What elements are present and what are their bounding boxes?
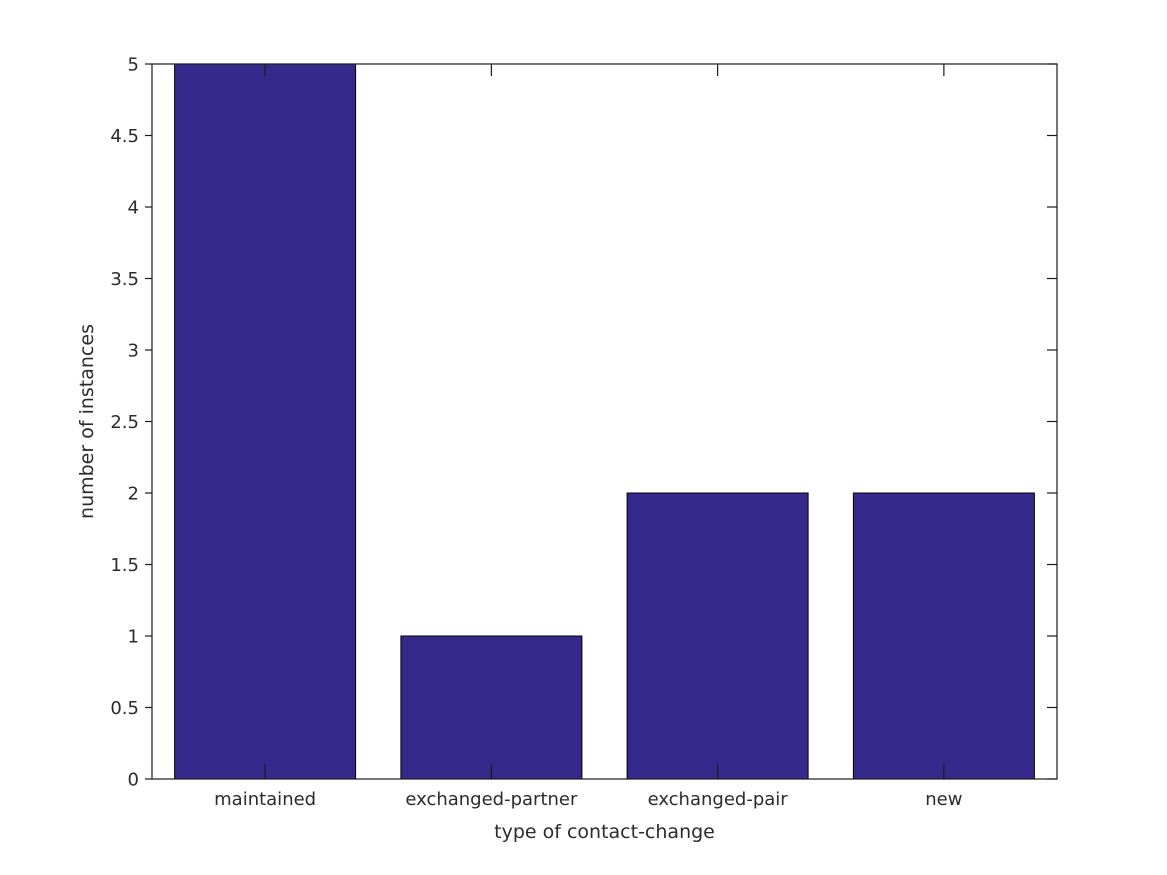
x-axis-label: type of contact-change	[494, 821, 715, 843]
y-tick-label: 5	[128, 54, 139, 75]
x-tick-label: new	[925, 789, 962, 810]
y-tick-label: 4	[128, 197, 139, 218]
y-tick-label: 4.5	[110, 126, 139, 147]
y-axis-label: number of instances	[76, 324, 98, 519]
bar-maintained	[174, 63, 357, 780]
y-tick-label: 0	[128, 769, 139, 790]
y-tick-label: 1	[128, 626, 139, 647]
y-tick-label: 3	[128, 340, 139, 361]
y-tick-label: 2.5	[110, 412, 139, 433]
x-tick-label: exchanged-pair	[648, 789, 789, 810]
y-tick-label: 2	[128, 483, 139, 504]
x-tick-label: exchanged-partner	[405, 789, 578, 810]
bar-new	[852, 492, 1035, 780]
x-tick-label: maintained	[214, 789, 316, 810]
y-tick-label: 0.5	[110, 698, 139, 719]
y-tick-label: 3.5	[110, 269, 139, 290]
bar-exchanged-pair	[626, 492, 809, 780]
y-tick-label: 1.5	[110, 555, 139, 576]
bar-exchanged-partner	[400, 635, 583, 780]
